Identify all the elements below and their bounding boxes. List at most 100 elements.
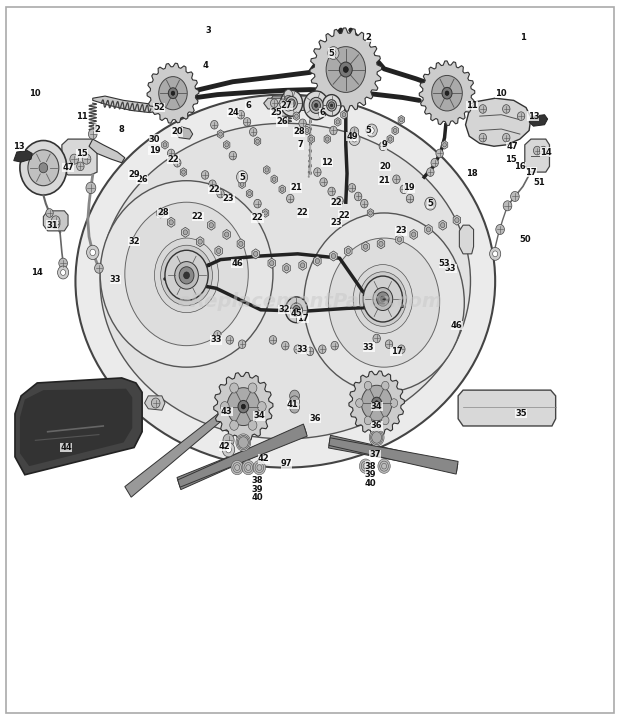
- Text: 21: 21: [378, 176, 390, 185]
- Circle shape: [392, 175, 400, 184]
- Circle shape: [168, 88, 178, 99]
- Circle shape: [539, 146, 547, 155]
- Text: 22: 22: [192, 212, 203, 221]
- Circle shape: [438, 151, 441, 156]
- Circle shape: [284, 95, 293, 105]
- Text: 15: 15: [505, 155, 516, 163]
- Text: 40: 40: [365, 479, 376, 488]
- Text: 40: 40: [252, 493, 264, 503]
- Circle shape: [442, 87, 452, 99]
- Circle shape: [270, 99, 278, 107]
- Text: 8: 8: [119, 125, 125, 133]
- Circle shape: [20, 140, 67, 195]
- Circle shape: [284, 89, 293, 99]
- Circle shape: [378, 459, 390, 473]
- Text: 6: 6: [319, 108, 326, 117]
- Circle shape: [223, 434, 234, 447]
- Circle shape: [365, 416, 372, 425]
- Circle shape: [151, 398, 160, 408]
- Circle shape: [235, 464, 240, 470]
- Circle shape: [89, 129, 97, 139]
- Text: 39: 39: [252, 485, 264, 494]
- Circle shape: [490, 248, 501, 261]
- Circle shape: [217, 189, 224, 198]
- Circle shape: [305, 128, 309, 132]
- Circle shape: [373, 334, 380, 343]
- Circle shape: [285, 266, 289, 271]
- Circle shape: [288, 99, 295, 107]
- Circle shape: [184, 272, 190, 279]
- Polygon shape: [125, 408, 229, 498]
- Text: 23: 23: [396, 226, 407, 235]
- Circle shape: [397, 345, 405, 354]
- Circle shape: [366, 124, 378, 137]
- Circle shape: [503, 201, 512, 211]
- Text: 2: 2: [366, 32, 371, 42]
- Polygon shape: [237, 110, 244, 119]
- Text: 24: 24: [227, 108, 239, 117]
- Circle shape: [381, 463, 386, 469]
- Polygon shape: [453, 215, 461, 225]
- Circle shape: [209, 180, 216, 189]
- Circle shape: [326, 47, 365, 92]
- Polygon shape: [321, 178, 327, 186]
- Text: 38: 38: [365, 462, 376, 471]
- Text: 33: 33: [210, 336, 222, 344]
- Circle shape: [95, 264, 104, 273]
- Circle shape: [180, 168, 187, 176]
- Circle shape: [290, 102, 293, 105]
- Circle shape: [339, 62, 352, 77]
- Circle shape: [179, 267, 194, 284]
- Circle shape: [342, 112, 346, 117]
- Polygon shape: [377, 239, 385, 249]
- Polygon shape: [182, 228, 189, 238]
- Text: 14: 14: [540, 148, 552, 156]
- Circle shape: [319, 345, 326, 354]
- Text: 20: 20: [172, 127, 183, 136]
- Ellipse shape: [76, 94, 495, 467]
- Text: 19: 19: [403, 184, 415, 192]
- Circle shape: [331, 341, 339, 350]
- Circle shape: [86, 182, 96, 194]
- Circle shape: [51, 216, 60, 226]
- Circle shape: [330, 126, 337, 135]
- Text: 26: 26: [277, 117, 288, 127]
- Text: 12: 12: [321, 158, 333, 167]
- Polygon shape: [387, 135, 394, 143]
- Polygon shape: [93, 96, 163, 112]
- Circle shape: [379, 142, 386, 150]
- Text: 5: 5: [427, 199, 433, 208]
- Circle shape: [533, 146, 541, 155]
- Circle shape: [331, 253, 335, 258]
- Circle shape: [308, 135, 315, 143]
- Circle shape: [290, 396, 299, 408]
- Circle shape: [454, 217, 459, 222]
- Circle shape: [343, 67, 348, 73]
- Circle shape: [425, 197, 436, 210]
- Circle shape: [217, 130, 224, 138]
- Text: 32: 32: [278, 305, 290, 315]
- Circle shape: [254, 137, 261, 145]
- Text: 29: 29: [128, 171, 140, 179]
- Circle shape: [216, 248, 221, 253]
- Text: 11: 11: [466, 101, 477, 110]
- Polygon shape: [147, 63, 199, 123]
- Circle shape: [290, 390, 299, 402]
- Circle shape: [291, 303, 303, 317]
- Circle shape: [346, 248, 350, 253]
- Polygon shape: [144, 396, 165, 410]
- Circle shape: [243, 117, 250, 126]
- Circle shape: [239, 180, 246, 189]
- Polygon shape: [177, 426, 306, 490]
- Circle shape: [242, 460, 254, 474]
- Circle shape: [246, 189, 253, 198]
- Circle shape: [293, 112, 300, 120]
- Circle shape: [363, 244, 368, 249]
- Circle shape: [503, 104, 510, 113]
- Circle shape: [331, 50, 336, 56]
- Text: 23: 23: [223, 194, 234, 203]
- Circle shape: [315, 258, 319, 264]
- Text: 32: 32: [128, 237, 140, 246]
- Circle shape: [251, 130, 255, 134]
- Text: 33: 33: [297, 345, 308, 354]
